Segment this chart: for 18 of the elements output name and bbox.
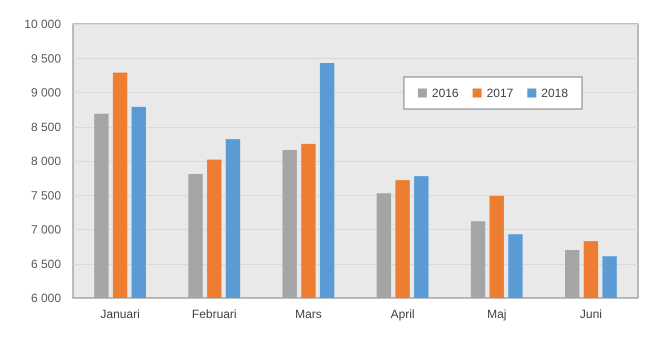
y-tick-label: 7 000 (30, 222, 62, 236)
x-tick-label: Februari (192, 307, 237, 321)
y-tick-label: 7 500 (30, 188, 62, 202)
y-tick-label: 8 500 (30, 120, 62, 134)
y-tick-label: 6 000 (30, 291, 62, 305)
x-tick-label: Maj (487, 307, 506, 321)
y-tick-label: 6 500 (30, 256, 62, 271)
legend-label: 2017 (486, 86, 514, 100)
x-tick-label: Januari (100, 307, 140, 321)
x-tick-label: Juni (580, 307, 602, 321)
y-tick-label: 8 000 (30, 154, 62, 168)
x-tick-label: April (390, 307, 415, 321)
y-tick-label: 10 000 (24, 17, 62, 31)
y-tick-label: 9 500 (30, 51, 62, 66)
legend-label: 2016 (432, 86, 459, 100)
y-tick-label: 9 000 (30, 86, 62, 100)
legend-label: 2018 (541, 86, 568, 100)
x-tick-label: Mars (295, 307, 322, 321)
